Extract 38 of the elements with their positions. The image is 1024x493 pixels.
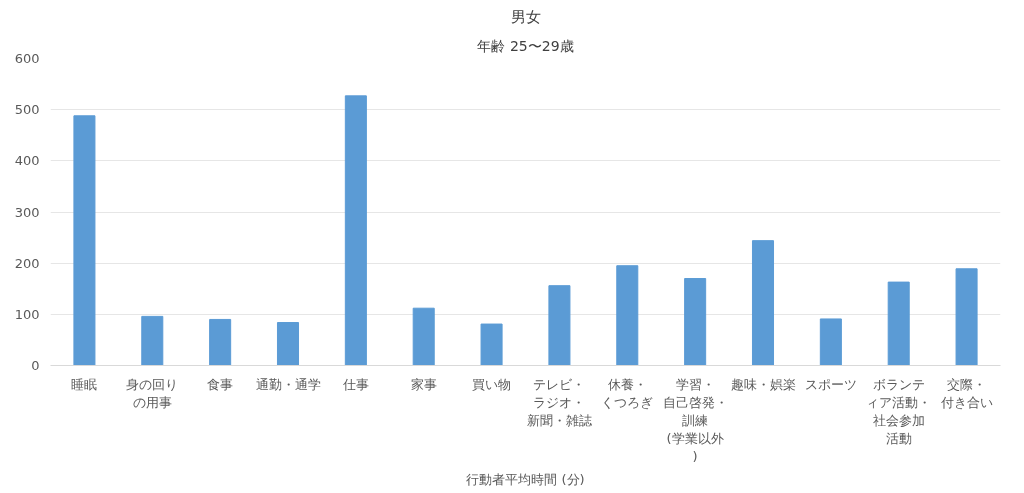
- bar: [412, 307, 435, 366]
- bar: [548, 285, 571, 366]
- y-tick-label: 0: [31, 358, 40, 373]
- y-tick-label: 200: [14, 255, 40, 271]
- x-tick-label: 通勤・通学: [255, 376, 321, 392]
- x-tick-label: スポーツ: [804, 376, 857, 392]
- x-tick-label: 学習・自己啓発・訓練(学業以外): [662, 376, 728, 464]
- x-tick-label: 睡眠: [71, 376, 98, 392]
- bar: [141, 315, 164, 366]
- bar: [819, 318, 842, 366]
- x-tick-label: ボランティア活動・社会参加活動: [866, 376, 932, 446]
- bar: [344, 95, 367, 366]
- y-tick-label: 600: [14, 51, 40, 66]
- x-tick-label: 家事: [410, 376, 437, 392]
- y-tick-label: 300: [14, 204, 40, 220]
- bar: [209, 318, 232, 366]
- bar: [751, 240, 775, 366]
- x-tick-label: 交際・付き合い: [939, 376, 993, 410]
- bar: [955, 268, 978, 366]
- x-tick-label: 食事: [207, 376, 234, 392]
- x-axis-title: 行動者平均時間 (分): [466, 471, 585, 487]
- bar: [276, 322, 300, 366]
- bar: [684, 278, 707, 366]
- x-tick-label: 趣味・娯楽: [730, 376, 796, 392]
- bar: [480, 323, 503, 366]
- x-tick-label: 仕事: [341, 376, 369, 392]
- chart-title: 男女: [510, 7, 541, 26]
- y-tick-label: 100: [14, 306, 40, 322]
- x-tick-label: 身の回りの用事: [126, 376, 179, 410]
- bar: [73, 115, 96, 366]
- x-tick-label: 買い物: [472, 376, 512, 392]
- y-tick-label: 400: [14, 153, 40, 169]
- x-tick-label: テレビ・ラジオ・新聞・雑誌: [526, 376, 592, 428]
- y-tick-label: 500: [14, 102, 40, 118]
- chart-subtitle: 年齢 25〜29歳: [477, 37, 574, 54]
- bar: [887, 281, 910, 366]
- x-tick-label: 休養・くつろぎ: [601, 376, 654, 410]
- bar: [616, 265, 639, 366]
